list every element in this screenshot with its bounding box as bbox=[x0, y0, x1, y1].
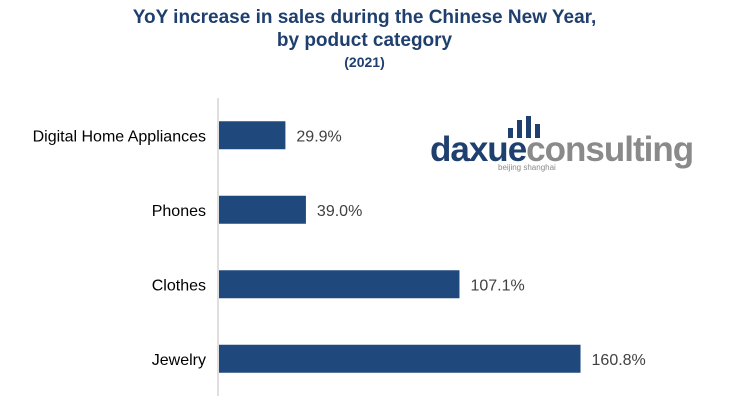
chart-subtitle: (2021) bbox=[344, 54, 385, 70]
bar bbox=[219, 344, 581, 373]
category-tick-label: Phones bbox=[152, 203, 206, 220]
chart-title-line-2: by poduct category bbox=[276, 30, 453, 51]
data-label: 29.9% bbox=[296, 128, 341, 145]
daxue-consulting-watermark-logo: daxueconsulting beijing shanghai bbox=[430, 116, 694, 176]
data-label: 39.0% bbox=[317, 203, 362, 220]
bar bbox=[219, 270, 460, 299]
chart-title-block: YoY increase in sales during the Chinese… bbox=[0, 6, 729, 71]
logo-wordmark: daxueconsulting bbox=[430, 130, 694, 170]
logo-tagline: beijing shanghai bbox=[498, 163, 556, 172]
logo-word-consulting: consulting bbox=[526, 130, 694, 169]
bar bbox=[219, 195, 306, 224]
bar bbox=[219, 121, 286, 150]
data-label: 160.8% bbox=[592, 352, 646, 369]
logo-word-daxue: daxue bbox=[430, 130, 527, 169]
category-tick-label: Clothes bbox=[152, 277, 206, 294]
chart-title: YoY increase in sales during the Chinese… bbox=[132, 7, 597, 28]
data-label: 107.1% bbox=[470, 277, 524, 294]
bar-chart-logo-icon bbox=[508, 116, 548, 138]
category-tick-label: Digital Home Appliances bbox=[33, 128, 206, 145]
category-tick-label: Jewelry bbox=[152, 352, 206, 369]
